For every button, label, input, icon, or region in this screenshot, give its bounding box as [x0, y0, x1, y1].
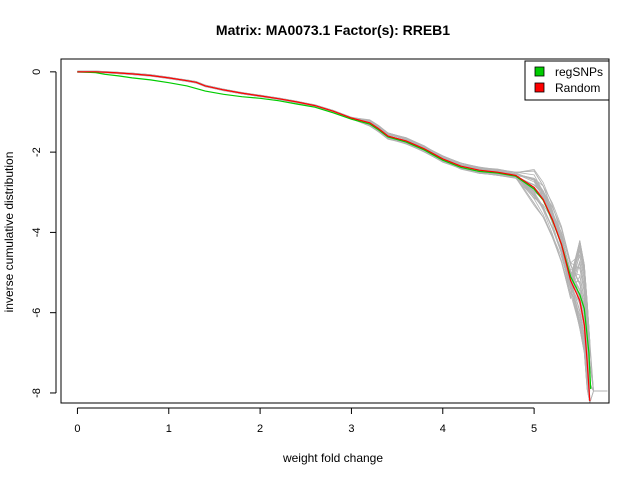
- background-random-lines: [77, 70, 608, 404]
- background-line: [77, 71, 591, 376]
- background-line: [77, 71, 591, 404]
- background-line: [77, 71, 591, 350]
- background-line: [77, 72, 591, 356]
- background-line: [77, 71, 591, 397]
- background-line: [77, 70, 591, 404]
- background-line: [77, 71, 591, 404]
- y-tick-label: -8: [31, 388, 43, 398]
- y-tick-label: -6: [31, 308, 43, 318]
- background-line: [77, 70, 608, 392]
- x-tick-label: 1: [166, 423, 172, 435]
- y-tick-label: -4: [31, 228, 43, 238]
- legend-box: [524, 60, 610, 101]
- background-line: [77, 70, 608, 392]
- series-line-random: [77, 71, 591, 402]
- background-line: [77, 71, 591, 368]
- legend: regSNPs Random: [524, 60, 610, 101]
- x-tick-label: 2: [257, 423, 263, 435]
- background-line: [77, 71, 591, 398]
- background-line: [77, 70, 591, 344]
- background-line: [77, 71, 608, 404]
- background-line: [77, 70, 591, 404]
- background-line: [77, 71, 608, 392]
- background-line: [77, 71, 591, 404]
- legend-swatch-regsnps: [534, 66, 545, 77]
- background-line: [77, 71, 591, 404]
- background-line: [77, 71, 591, 404]
- background-line: [77, 71, 608, 404]
- background-line: [77, 71, 591, 392]
- background-line: [77, 71, 608, 392]
- y-tick-label: 0: [31, 69, 43, 75]
- x-tick-label: 5: [531, 423, 537, 435]
- x-axis-label: weight fold change: [282, 451, 383, 465]
- chart-title: Matrix: MA0073.1 Factor(s): RREB1: [216, 22, 450, 38]
- x-tick-label: 0: [74, 423, 80, 435]
- plot-frame: [60, 58, 610, 404]
- background-line: [77, 70, 591, 404]
- y-axis-label: inverse cumulative distribution: [2, 152, 16, 313]
- background-line: [77, 71, 591, 377]
- background-line: [77, 71, 591, 404]
- background-line: [77, 71, 591, 400]
- background-line: [77, 71, 591, 404]
- background-line: [77, 71, 591, 404]
- background-line: [77, 71, 608, 404]
- legend-label-regsnps: regSNPs: [555, 65, 603, 79]
- legend-swatch-random: [534, 82, 545, 93]
- background-line: [77, 71, 591, 390]
- background-line: [77, 71, 608, 392]
- y-axis: 0 -2 -4 -6 -8: [31, 69, 57, 398]
- background-line: [77, 71, 591, 370]
- series-line-regsnps: [77, 71, 592, 390]
- x-tick-label: 3: [348, 423, 354, 435]
- background-line: [77, 71, 591, 357]
- background-line: [77, 71, 591, 382]
- x-axis: 0 1 2 3 4 5: [74, 407, 537, 435]
- y-tick-label: -2: [31, 147, 43, 157]
- background-line: [77, 71, 608, 392]
- series-lines: [77, 71, 592, 402]
- legend-label-random: Random: [555, 81, 600, 95]
- background-line: [77, 71, 608, 392]
- x-tick-label: 4: [440, 423, 446, 435]
